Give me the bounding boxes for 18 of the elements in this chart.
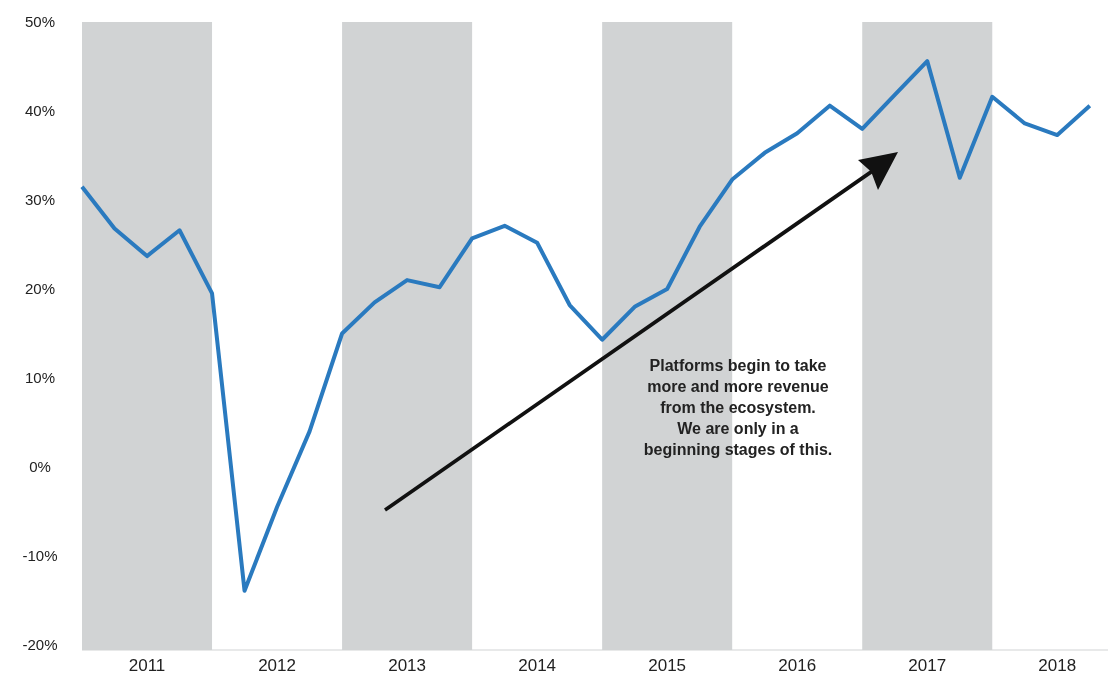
x-tick-label: 2015 bbox=[648, 656, 687, 675]
x-tick-label: 2011 bbox=[128, 656, 166, 675]
y-tick-label: 20% bbox=[24, 280, 56, 298]
y-tick-label: -10% bbox=[22, 547, 58, 565]
y-tick-label: 40% bbox=[24, 102, 56, 120]
line-series bbox=[80, 59, 1092, 593]
x-tick-label: 2012 bbox=[258, 656, 296, 675]
x-tick-label: 2018 bbox=[1038, 656, 1077, 675]
annotation: Platforms begin to take more and more revenue from the ecosystem. We are only in a beginning stages of this. bbox=[643, 357, 833, 458]
y-tick-label: 0% bbox=[29, 458, 51, 476]
x-tick-label: 2017 bbox=[908, 656, 947, 675]
x-tick-label: 2013 bbox=[388, 656, 427, 675]
y-tick-label: 10% bbox=[24, 369, 56, 387]
y-tick-label: 30% bbox=[24, 191, 56, 209]
x-tick-label: 2014 bbox=[518, 656, 557, 675]
y-tick-label: -20% bbox=[22, 636, 58, 654]
x-tick-label: 2016 bbox=[778, 656, 817, 675]
y-tick-label: 50% bbox=[24, 13, 56, 31]
